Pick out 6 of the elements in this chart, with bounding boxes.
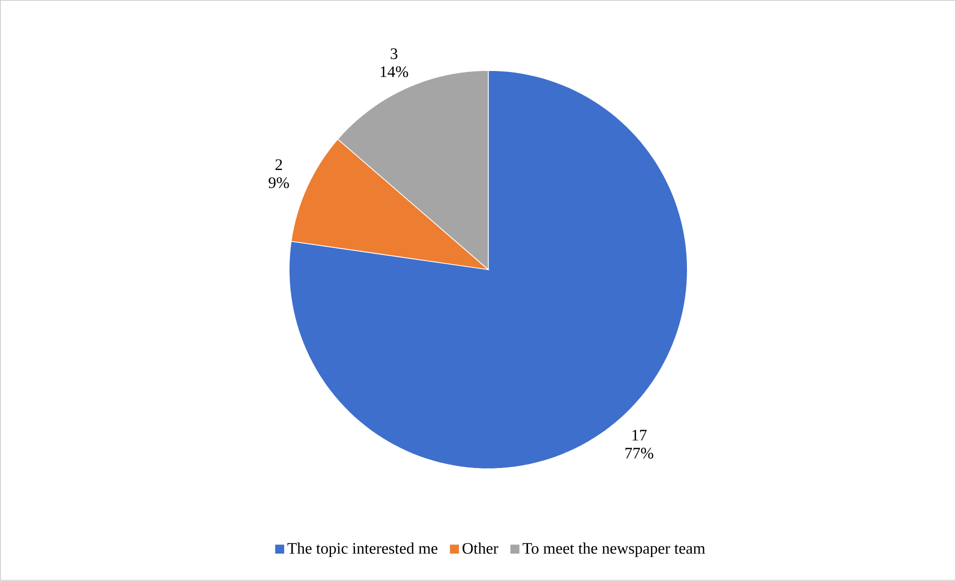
data-label: 17 77% [626, 430, 654, 459]
legend-label: Other [462, 542, 498, 554]
data-label: 2 9% [268, 159, 289, 188]
legend-label: The topic interested me [287, 542, 438, 558]
legend-label: To meet the newspaper team [522, 542, 706, 558]
data-label: 3 14% [380, 48, 408, 78]
